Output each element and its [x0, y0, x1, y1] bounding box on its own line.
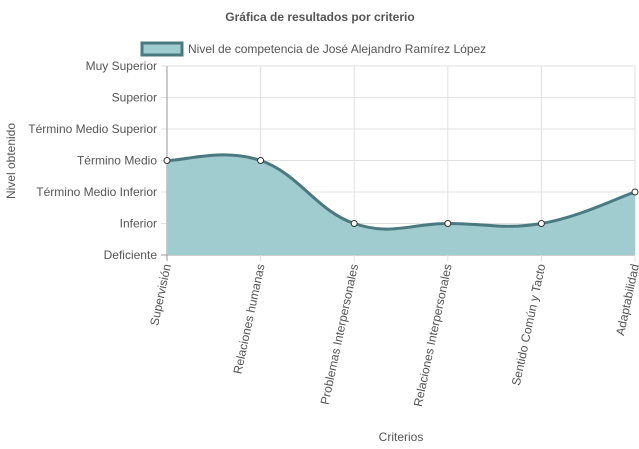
chart-title: Gráfica de resultados por criterio [225, 10, 414, 24]
y-tick-label: Muy Superior [86, 59, 157, 73]
legend[interactable]: Nivel de competencia de José Alejandro R… [140, 41, 486, 57]
y-tick-label: Deficiente [104, 248, 158, 262]
x-tick-label: Problemas Interpersonales [318, 263, 362, 406]
x-axis-ticks: Supervisión Relaciones humanas Problemas I… [147, 262, 639, 407]
data-points [163, 157, 639, 227]
y-tick-label: Inferior [120, 217, 157, 231]
x-tick-label: Relaciones Interpersonales [411, 263, 455, 408]
y-axis-title: Nivel obtenido [4, 123, 18, 199]
data-point[interactable] [444, 220, 452, 227]
y-tick-label: Término Medio [77, 154, 157, 168]
series-area [167, 154, 635, 255]
x-tick-label: Relaciones humanas [231, 263, 268, 376]
x-tick-label: Supervisión [147, 263, 174, 327]
y-tick-label: Término Medio Superior [28, 122, 157, 136]
data-point[interactable] [350, 220, 358, 227]
y-tick-label: Término Medio Inferior [36, 185, 157, 199]
x-axis-title: Criterios [379, 430, 424, 444]
legend-label: Nivel de competencia de José Alejandro R… [188, 42, 486, 56]
y-tick-label: Superior [112, 91, 157, 105]
x-tick-label: Adaptabilidad [613, 263, 639, 337]
data-point[interactable] [631, 188, 639, 196]
x-tick-label: Sentido Común y Tacto [509, 262, 549, 386]
data-point[interactable] [257, 157, 265, 164]
y-axis-ticks: Deficiente Inferior Término Medio Inferior… [28, 59, 157, 262]
series-line [166, 153, 636, 231]
data-point[interactable] [537, 220, 545, 227]
data-point[interactable] [163, 157, 171, 164]
legend-swatch [140, 41, 184, 57]
